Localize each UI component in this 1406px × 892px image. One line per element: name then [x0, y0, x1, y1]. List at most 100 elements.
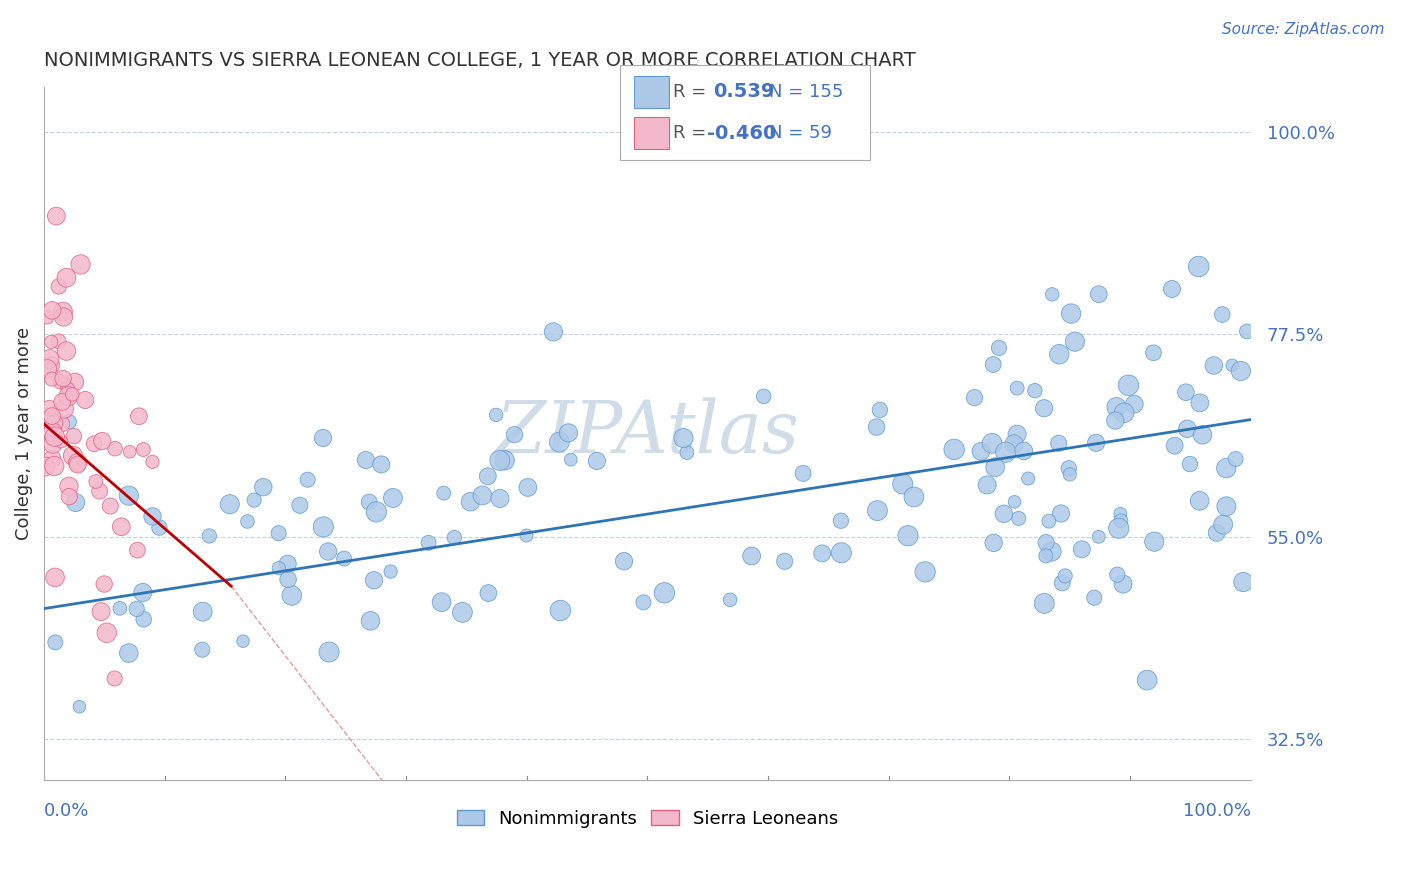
Point — [63, 429, 86, 443]
Point — [277, 572, 299, 586]
Text: 100.0%: 100.0% — [1182, 802, 1251, 820]
Point — [118, 444, 141, 458]
Point — [654, 586, 676, 600]
Point — [433, 486, 456, 500]
Point — [1175, 422, 1198, 436]
Point — [84, 475, 107, 489]
Point — [560, 452, 582, 467]
Point — [39, 334, 62, 349]
Point — [1109, 514, 1132, 528]
Point — [52, 310, 75, 324]
Point — [830, 514, 852, 528]
Point — [993, 507, 1015, 521]
Point — [312, 520, 335, 534]
Point — [333, 551, 356, 566]
Point — [42, 437, 65, 451]
Point — [1123, 397, 1146, 411]
Point — [477, 469, 499, 483]
Point — [110, 520, 132, 534]
Point — [34, 459, 56, 474]
Point — [359, 495, 381, 509]
Point — [984, 460, 1007, 475]
Point — [108, 601, 131, 615]
Point — [127, 543, 149, 558]
Point — [1038, 514, 1060, 528]
Point — [1163, 439, 1185, 453]
Point — [236, 515, 259, 529]
Point — [943, 442, 966, 457]
Text: N = 155: N = 155 — [769, 83, 844, 101]
Point — [1136, 673, 1159, 687]
Point — [38, 401, 60, 416]
Point — [91, 434, 114, 448]
Point — [897, 529, 920, 543]
Point — [1105, 400, 1128, 414]
Point — [55, 344, 77, 359]
Point — [65, 495, 87, 509]
Point — [132, 585, 155, 599]
Point — [128, 409, 150, 424]
Point — [488, 453, 510, 467]
Text: 0.0%: 0.0% — [44, 802, 90, 820]
Point — [792, 467, 814, 481]
Point — [51, 434, 73, 449]
Point — [1232, 574, 1254, 589]
Point — [281, 589, 304, 603]
Point — [1161, 282, 1184, 296]
Point — [718, 592, 741, 607]
Point — [51, 417, 73, 431]
Point — [672, 431, 695, 445]
Point — [318, 645, 340, 659]
Point — [89, 484, 111, 499]
Bar — [634, 77, 669, 108]
Point — [51, 395, 73, 409]
Point — [37, 361, 59, 376]
Point — [58, 415, 80, 429]
Text: 0.539: 0.539 — [713, 82, 775, 101]
Point — [44, 458, 66, 473]
Point — [741, 549, 763, 563]
Point — [1215, 461, 1237, 475]
Point — [865, 420, 887, 434]
Point — [354, 453, 377, 467]
Point — [963, 391, 986, 405]
Point — [141, 455, 163, 469]
Point — [380, 565, 402, 579]
Point — [42, 417, 65, 431]
Point — [267, 561, 290, 575]
Point — [460, 495, 482, 509]
Point — [586, 454, 609, 468]
Point — [52, 371, 75, 385]
Point — [66, 456, 89, 470]
Text: Source: ZipAtlas.com: Source: ZipAtlas.com — [1222, 22, 1385, 37]
Text: -0.460: -0.460 — [707, 124, 776, 143]
Point — [62, 449, 84, 463]
Point — [66, 458, 89, 472]
Point — [41, 303, 63, 318]
Point — [1088, 287, 1111, 301]
Point — [1212, 517, 1234, 532]
Point — [1002, 437, 1025, 451]
Point — [53, 401, 76, 416]
Point — [252, 480, 274, 494]
Point — [312, 431, 335, 445]
Text: N = 59: N = 59 — [769, 124, 832, 143]
Text: NONIMMIGRANTS VS SIERRA LEONEAN COLLEGE, 1 YEAR OR MORE CORRELATION CHART: NONIMMIGRANTS VS SIERRA LEONEAN COLLEGE,… — [44, 51, 915, 70]
Point — [1035, 549, 1057, 563]
Point — [430, 595, 453, 609]
Point — [914, 565, 936, 579]
Point — [58, 389, 80, 403]
Point — [218, 497, 240, 511]
Point — [981, 436, 1004, 450]
Point — [633, 595, 655, 609]
Point — [983, 536, 1005, 550]
Point — [1033, 596, 1056, 610]
Point — [1188, 396, 1211, 410]
Point — [83, 436, 105, 450]
Point — [55, 380, 77, 394]
Point — [1033, 401, 1056, 416]
Point — [752, 389, 775, 403]
Point — [471, 488, 494, 502]
Point — [443, 531, 465, 545]
Point — [58, 479, 80, 493]
